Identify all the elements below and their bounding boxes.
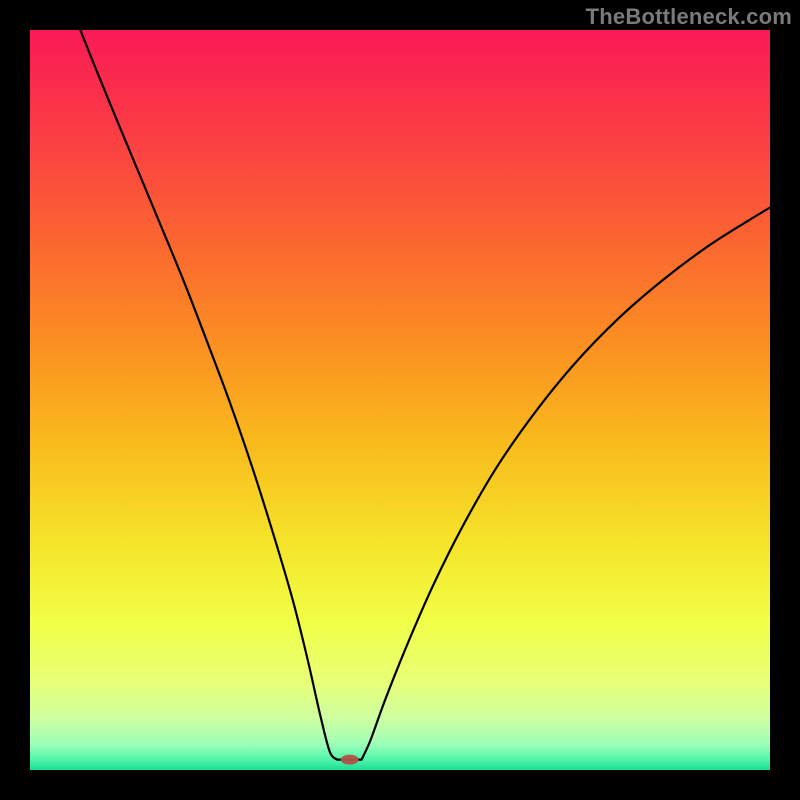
plot-area bbox=[30, 30, 770, 770]
chart-container: TheBottleneck.com bbox=[0, 0, 800, 800]
optimum-marker bbox=[341, 755, 359, 765]
watermark-text: TheBottleneck.com bbox=[586, 4, 792, 30]
gradient-background bbox=[30, 30, 770, 770]
bottleneck-curve-chart bbox=[30, 30, 770, 770]
